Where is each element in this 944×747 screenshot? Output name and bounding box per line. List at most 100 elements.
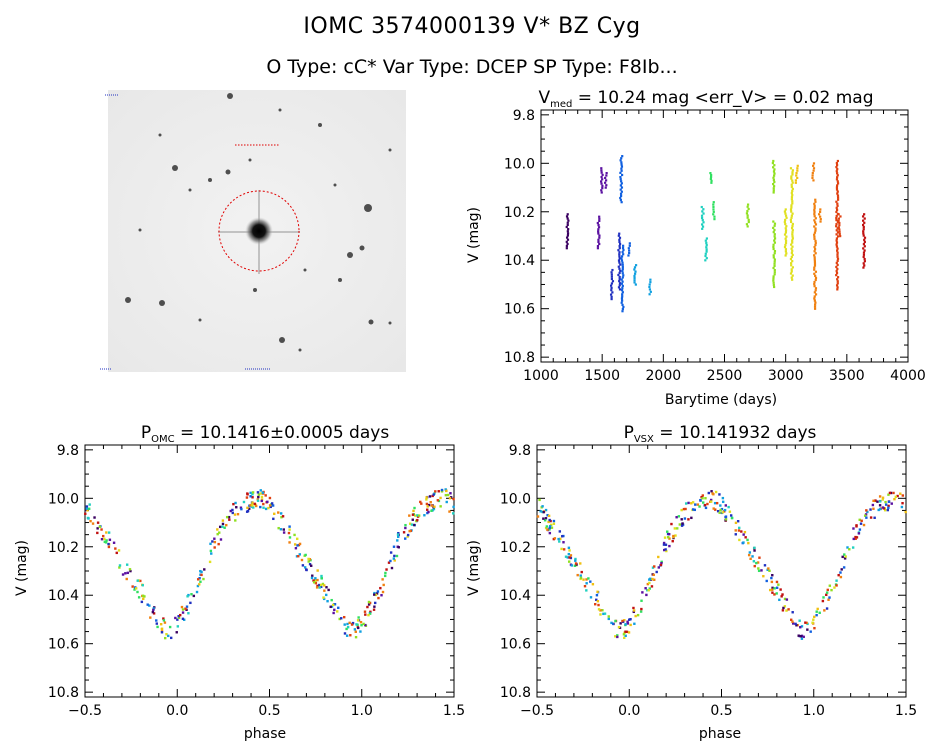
lightcurve-point: [771, 161, 774, 165]
phase-vsx-point: [710, 490, 713, 493]
phase-vsx-point: [790, 618, 793, 621]
lightcurve-point: [621, 267, 624, 271]
phase-vsx-point: [536, 515, 540, 518]
lightcurve-point: [791, 239, 794, 242]
phase-omc-point: [107, 545, 111, 549]
phase-omc-point: [312, 579, 315, 582]
lightcurve-point: [619, 175, 622, 179]
phase-omc-frame: [84, 444, 455, 698]
phase-omc-point: [315, 586, 319, 589]
phase-vsx-point: [723, 508, 727, 512]
phase-omc-point: [223, 526, 226, 529]
lightcurve-point: [796, 176, 799, 180]
phase-vsx-point: [783, 605, 787, 608]
phase-omc-point: [314, 577, 317, 580]
phase-omc-point: [303, 566, 307, 569]
lightcurve-point: [597, 226, 601, 229]
lightcurve-point: [617, 234, 620, 237]
phase-omc-point: [375, 592, 379, 595]
lightcurve-point: [565, 236, 569, 239]
phase-vsx-point: [744, 536, 747, 539]
phase-vsx-point: [545, 525, 549, 528]
lightcurve-point: [596, 245, 600, 248]
phase-vsx-point: [665, 549, 668, 553]
lightcurve-point: [601, 173, 604, 176]
lightcurve-point: [702, 208, 705, 211]
lightcurve-point: [813, 250, 816, 253]
lightcurve-point: [622, 253, 625, 256]
phase-vsx-point: [541, 510, 544, 514]
phase-omc-point: [345, 634, 349, 637]
lightcurve-point: [814, 278, 817, 282]
phase-omc-point: [218, 531, 221, 534]
lightcurve-point: [610, 286, 613, 290]
lightcurve-point: [863, 245, 866, 248]
lightcurve-point: [565, 244, 568, 248]
phase-vsx-point: [690, 516, 693, 520]
lightcurve-point: [814, 274, 817, 277]
phase-vsx-point: [887, 500, 891, 503]
phase-omc-point: [381, 578, 384, 581]
lightcurve-point: [713, 215, 716, 218]
phase-vsx-point: [828, 584, 832, 587]
phase-omc-point: [452, 512, 455, 515]
phase-vsx-point: [684, 502, 688, 505]
phase-omc-point: [256, 499, 260, 502]
lightcurve-point: [835, 284, 839, 287]
lightcurve-point: [633, 268, 636, 271]
phase-vsx-point: [623, 631, 626, 634]
lightcurve-point: [784, 239, 788, 242]
field-star: [338, 278, 342, 282]
lightcurve-point: [791, 231, 794, 234]
phase-vsx-point: [626, 622, 630, 625]
phase-vsx-point: [583, 584, 587, 588]
lightcurve-point: [772, 281, 775, 284]
phase-omc-point: [249, 495, 252, 498]
phase-omc-point: [143, 595, 146, 598]
lightcurve-point: [836, 235, 840, 238]
phase-vsx-point: [687, 501, 690, 505]
lightcurve-point: [772, 185, 776, 188]
phase-omc-point: [168, 625, 172, 629]
phase-omc-point: [305, 568, 308, 572]
lightcurve-point: [618, 236, 622, 239]
phase-vsx-point: [799, 626, 802, 629]
phase-vsx-point: [724, 518, 728, 521]
phase-vsx-point: [704, 497, 707, 500]
phase-vsx-point: [651, 566, 655, 569]
lightcurve-point: [598, 219, 601, 223]
phase-omc-point: [184, 607, 187, 610]
lightcurve-point: [836, 202, 839, 205]
phase-omc-point: [318, 583, 321, 587]
phase-omc-point: [293, 533, 296, 537]
lightcurve-point: [772, 247, 775, 251]
lightcurve-point: [836, 282, 839, 285]
phase-omc-point: [425, 495, 429, 499]
lightcurve-point: [772, 254, 775, 257]
lightcurve-point: [712, 201, 715, 204]
phase-omc-point: [228, 518, 231, 521]
phase-omc-point: [246, 506, 249, 510]
phase-omc-point: [303, 554, 306, 557]
phase-vsx-point: [858, 518, 861, 522]
lightcurve-point: [619, 198, 622, 202]
lightcurve-point: [565, 247, 568, 250]
lightcurve-point: [791, 224, 794, 228]
phase-vsx-point: [800, 634, 804, 638]
phase-omc-point: [390, 566, 394, 570]
phase-omc-point: [148, 604, 151, 607]
phase-vsx-point: [791, 611, 794, 614]
phase-vsx-point: [812, 618, 815, 621]
phase-omc-point: [213, 540, 217, 544]
phase-omc-point: [174, 616, 177, 620]
lightcurve-point: [618, 257, 621, 260]
phase-vsx-point: [721, 496, 725, 500]
lightcurve-point: [704, 239, 707, 242]
phase-omc-point: [415, 519, 418, 523]
lightcurve-point: [745, 212, 749, 215]
field-star: [388, 148, 392, 152]
phase-omc-point: [260, 495, 264, 499]
lightcurve-point: [705, 241, 708, 244]
phase-omc-point: [410, 523, 414, 526]
phase-omc-point: [163, 621, 167, 624]
